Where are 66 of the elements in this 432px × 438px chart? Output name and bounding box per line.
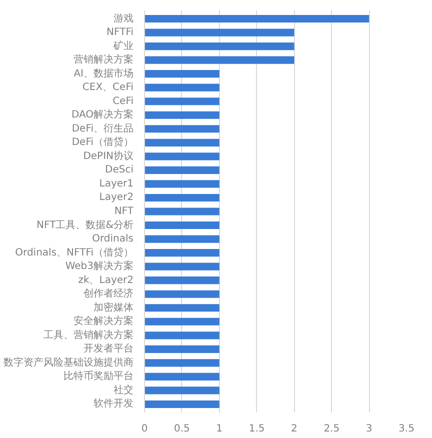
- bar: [144, 111, 220, 119]
- y-tick-label: DeFi、衍生品: [72, 122, 134, 134]
- bar: [144, 98, 220, 106]
- bar: [144, 372, 220, 380]
- y-tick-label: DePIN协议: [83, 150, 134, 162]
- bar: [144, 14, 370, 23]
- y-tick-label: 安全解决方案: [74, 315, 134, 328]
- y-tick-label: 加密媒体: [94, 301, 134, 314]
- x-tick-label: 3: [366, 424, 372, 434]
- bar: [144, 125, 220, 133]
- y-tick-label: 游戏: [114, 12, 134, 24]
- bar: [144, 221, 220, 230]
- x-tick-label: 2.5: [324, 424, 340, 434]
- y-tick-label: 开发者平台: [84, 342, 134, 355]
- bar: [144, 194, 220, 202]
- y-tick-label: Layer1: [99, 178, 134, 190]
- bar: [144, 70, 220, 78]
- y-tick-label: NFT工具、数据&分析: [36, 218, 134, 231]
- x-tick-label: 0.5: [174, 424, 190, 434]
- y-tick-label: Ordinals: [92, 234, 134, 245]
- x-tick-label: 0: [141, 424, 148, 434]
- x-tick-label: 2: [291, 424, 298, 434]
- y-tick-label: 营销解决方案: [74, 54, 134, 66]
- y-tick-label: 数字资产风险基础设施提供商: [4, 356, 134, 368]
- y-tick-label: NFT: [114, 206, 134, 217]
- x-tick-label: 1.5: [248, 424, 265, 434]
- bar: [144, 290, 220, 298]
- bar: [144, 386, 220, 394]
- bar: [144, 42, 294, 50]
- bar: [144, 345, 220, 353]
- bar: [144, 235, 220, 243]
- bar: [144, 276, 220, 284]
- y-tick-label: Web3解决方案: [65, 260, 134, 272]
- bar: [144, 359, 220, 367]
- y-tick-label: 软件开发: [94, 398, 134, 410]
- y-tick-label: CeFi: [112, 96, 134, 107]
- y-tick-label: DeFi（借贷）: [72, 136, 134, 148]
- y-tick-label: NFTFi: [106, 27, 134, 38]
- y-tick-label: DeSci: [105, 164, 134, 176]
- bar: [144, 304, 220, 312]
- bar: [144, 56, 294, 64]
- y-tick-label: 矿业: [112, 40, 134, 52]
- bar: [144, 208, 220, 216]
- y-tick-label: 比特币奖励平台: [64, 370, 134, 382]
- x-tick-label: 3.5: [398, 424, 414, 434]
- bar: [144, 138, 220, 146]
- y-tick-label: Ordinals、NFTFi（借贷）: [15, 246, 134, 258]
- y-tick-label: AI、数据市场: [74, 67, 134, 80]
- bar: [144, 152, 220, 160]
- bar: [144, 318, 220, 326]
- bar: [144, 180, 220, 188]
- y-tick-label: zk、Layer2: [78, 274, 134, 286]
- bar: [144, 84, 220, 92]
- y-tick-label: CEX、CeFi: [82, 82, 134, 94]
- x-tick-label: 1: [216, 424, 223, 434]
- y-tick-label: 社交: [114, 384, 134, 396]
- bar: [144, 28, 294, 36]
- y-tick-label: 工具、营销解决方案: [44, 328, 134, 341]
- bar: [144, 166, 220, 174]
- y-tick-label: DAO解决方案: [71, 108, 134, 121]
- y-tick-label: Layer2: [99, 192, 134, 204]
- y-tick-label: 创作者经济: [84, 288, 134, 300]
- bar: [144, 262, 220, 270]
- bar: [144, 332, 220, 340]
- bar: [144, 400, 220, 408]
- bar: [144, 249, 220, 257]
